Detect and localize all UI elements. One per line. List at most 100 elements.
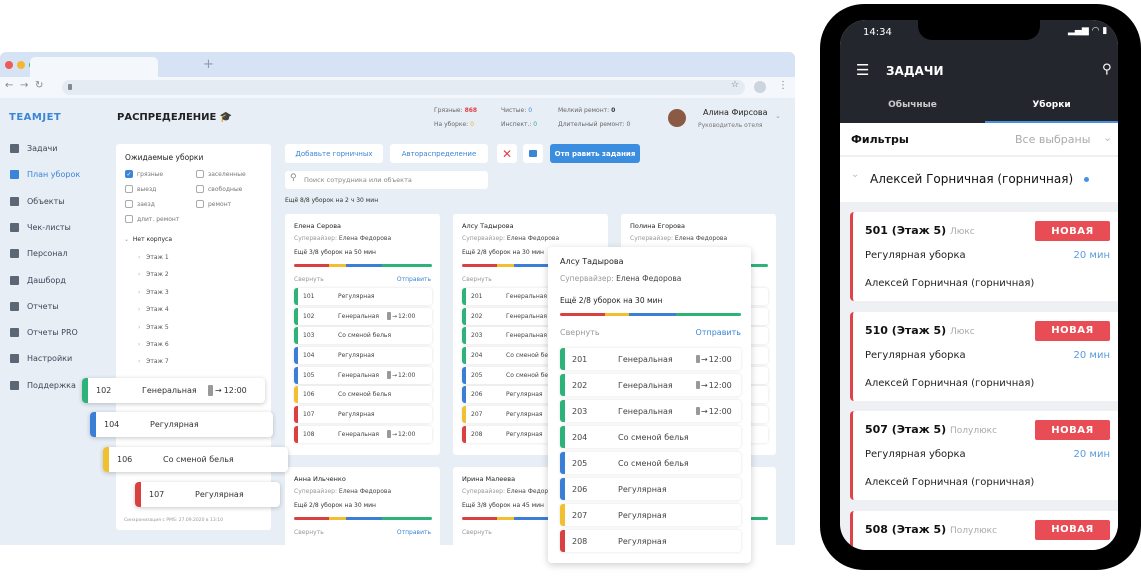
sidebar-item-4[interactable]: Персонал [10, 249, 68, 259]
star-icon[interactable]: ☆ [730, 80, 739, 90]
filter-checkbox[interactable]: ✓ грязные [125, 170, 163, 178]
send-link[interactable]: Отправить [396, 276, 431, 283]
task-row[interactable]: 202 Генеральная → 12:00 [560, 374, 741, 396]
filter-checkbox[interactable]: выезд [125, 185, 156, 193]
back-icon[interactable]: ← [5, 80, 14, 91]
room-number: 108 [303, 430, 315, 438]
dragged-task-row[interactable]: 107 Регулярная [135, 482, 280, 507]
filter-checkbox[interactable]: длит. ремонт [125, 215, 179, 223]
auto-distribute-button[interactable]: Автораспределение [390, 144, 488, 163]
tab-cleanings[interactable]: Уборки [1032, 100, 1071, 110]
minimize-window-dot[interactable] [17, 61, 25, 69]
reload-icon[interactable]: ↻ [35, 80, 44, 91]
floor-item[interactable]: › Этаж 1 [138, 254, 169, 261]
search-icon[interactable]: ⚲ [1102, 62, 1112, 77]
sidebar-item-6[interactable]: Отчеты [10, 301, 59, 311]
sidebar-item-0[interactable]: Задачи [10, 144, 57, 153]
filter-checkbox[interactable]: свободные [196, 185, 242, 193]
sidebar-item-9[interactable]: Поддержка [10, 380, 76, 390]
task-row[interactable]: 103 Со сменой белья [294, 327, 432, 345]
task-row[interactable]: 104 Регулярная [294, 347, 432, 365]
sidebar-item-8[interactable]: Настройки [10, 354, 72, 364]
filter-checkbox[interactable]: ремонт [196, 200, 231, 208]
task-card[interactable]: 507 (Этаж 5) Полулюкс НОВАЯ Регулярная убо… [850, 411, 1118, 500]
clear-button[interactable]: ✕ [497, 144, 517, 163]
supervisor-name: Елена Федорова [506, 488, 560, 495]
print-button[interactable] [523, 144, 543, 163]
chat-icon [10, 380, 19, 390]
user-name: Алина Фирсова [703, 108, 768, 117]
employee-popup[interactable]: Алсу Тадырова Супервайзер: Елена Федорова… [548, 247, 751, 563]
sidebar-item-2[interactable]: Объекты [10, 196, 65, 206]
task-card[interactable]: 508 (Этаж 5) Полулюкс НОВАЯ [850, 510, 1118, 550]
add-maids-button[interactable]: Добавьте горничных [285, 144, 383, 163]
table-icon [10, 328, 19, 338]
sidebar-item-1[interactable]: План уборок [10, 170, 80, 180]
task-row[interactable]: 203 Генеральная → 12:00 [560, 400, 741, 422]
cleaning-type: Генеральная [338, 430, 380, 438]
group-header[interactable]: ⌄ Алексей Горничная (горничная) [840, 157, 1118, 202]
collapse-link[interactable]: Свернуть [294, 276, 324, 283]
dragged-task-row[interactable]: 104 Регулярная [90, 412, 273, 437]
sidebar-item-5[interactable]: Дашборд [10, 275, 66, 285]
task-row[interactable]: 107 Регулярная [294, 406, 432, 424]
browser-tab[interactable] [30, 57, 158, 77]
group-toggle[interactable]: ⌄ Нет корпуса [124, 236, 173, 243]
address-row: ← → ↻ ☆ ⋮ [0, 77, 795, 98]
profile-icon[interactable] [754, 81, 766, 93]
send-link[interactable]: Отправить [396, 529, 431, 536]
chevron-down-icon[interactable]: ⌄ [775, 112, 781, 120]
task-row[interactable]: 201 Генеральная → 12:00 [560, 348, 741, 370]
user-role: Руководитель отеля [698, 122, 763, 129]
menu-dots-icon[interactable]: ⋮ [778, 80, 788, 91]
floor-item[interactable]: › Этаж 2 [138, 271, 169, 278]
floor-item[interactable]: › Этаж 3 [138, 289, 169, 296]
floor-item[interactable]: › Этаж 4 [138, 306, 169, 313]
tab-regular[interactable]: Обычные [888, 100, 937, 110]
collapse-link[interactable]: Свернуть [462, 276, 492, 283]
forward-icon[interactable]: → [20, 80, 29, 91]
room-number: 205 [572, 458, 588, 468]
status-bar-yellow [294, 386, 298, 404]
graduation-cap-icon[interactable]: 🎓 [219, 112, 233, 123]
sidebar-item-3[interactable]: Чек-листы [10, 222, 71, 232]
collapse-link[interactable]: Свернуть [294, 529, 324, 536]
floor-item[interactable]: › Этаж 5 [138, 324, 169, 331]
cleaning-type: Генеральная [506, 293, 548, 300]
floor-item[interactable]: › Этаж 7 [138, 358, 169, 365]
collapse-link[interactable]: Свернуть [462, 529, 492, 536]
task-row[interactable]: 101 Регулярная [294, 288, 432, 305]
avatar[interactable] [668, 109, 686, 127]
checkbox-icon: ✓ [125, 170, 133, 178]
task-row[interactable]: 105 Генеральная → 12:00 [294, 366, 432, 384]
task-row[interactable]: 205 Со сменой белья [560, 452, 741, 474]
task-row[interactable]: 102 Генеральная → 12:00 [294, 307, 432, 325]
filter-checkbox[interactable]: заселенные [196, 170, 246, 178]
task-card[interactable]: 501 (Этаж 5) Люкс НОВАЯ Регулярная уборка 2… [850, 212, 1118, 301]
new-tab-button[interactable]: + [203, 57, 214, 72]
task-row[interactable]: 208 Регулярная [560, 530, 741, 552]
send-tasks-button[interactable]: Отп равить задания [550, 144, 640, 163]
filter-checkbox[interactable]: заезд [125, 200, 155, 208]
dragged-task-row[interactable]: 102 Генеральная → 12:00 [82, 378, 265, 403]
url-bar[interactable]: ☆ [62, 80, 745, 95]
task-row[interactable]: 108 Генеральная → 12:00 [294, 425, 432, 443]
chevron-right-icon: › [138, 323, 141, 331]
send-link[interactable]: Отправить [695, 328, 741, 337]
task-row[interactable]: 204 Со сменой белья [560, 426, 741, 448]
task-list: 101 Регулярная 102 Генеральная → 12:00 103 Со с… [294, 288, 432, 446]
hamburger-menu-icon[interactable]: ☰ [856, 61, 870, 79]
task-card[interactable]: 510 (Этаж 5) Люкс НОВАЯ Регулярная уборка 2… [850, 311, 1118, 401]
task-row[interactable]: 106 Со сменой белья [294, 386, 432, 404]
filters-row[interactable]: Фильтры Все выбраны ⌄ [840, 123, 1118, 156]
employee-card: Анна Ильченко Супервайзер: Елена Федорова… [285, 467, 440, 545]
dragged-task-row[interactable]: 106 Со сменой белья [103, 447, 288, 472]
status-time: 14:34 [863, 27, 892, 38]
floor-item[interactable]: › Этаж 6 [138, 341, 169, 348]
task-row[interactable]: 207 Регулярная [560, 504, 741, 526]
search-input[interactable]: ⚲ Поиск сотрудника или объекта [285, 171, 488, 189]
close-window-dot[interactable] [5, 61, 13, 69]
task-row[interactable]: 206 Регулярная [560, 478, 741, 500]
sidebar-item-7[interactable]: Отчеты PRO [10, 328, 78, 338]
collapse-link[interactable]: Свернуть [560, 328, 600, 337]
